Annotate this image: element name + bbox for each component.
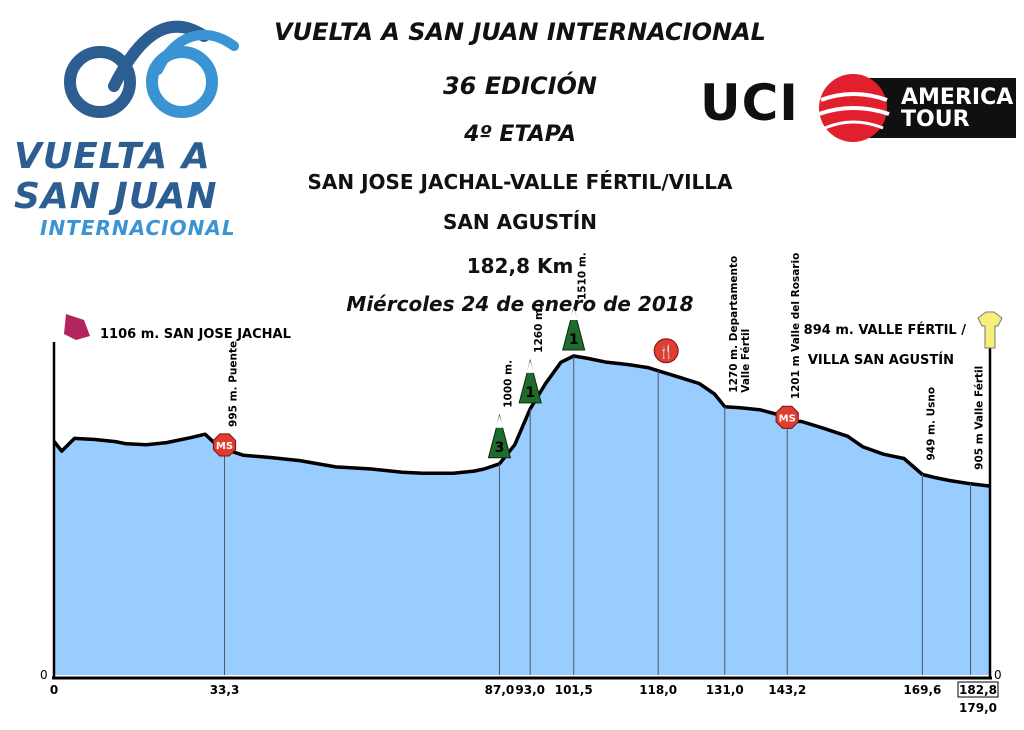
sprint-icon-label: MS (216, 441, 233, 452)
race-stage: 4º ETAPA (464, 122, 576, 147)
x-tick-label: 179,0 (959, 701, 997, 715)
x-tick-label: 182,8 (959, 683, 997, 697)
x-tick-label: 101,5 (555, 683, 593, 697)
race-logo: VUELTA A SAN JUAN INTERNACIONAL (14, 16, 254, 240)
marker-label: 1270 m. Departamento (728, 256, 740, 393)
marker-label: 949 m. Usno (925, 387, 937, 461)
race-route-line2: SAN AGUSTÍN (443, 210, 597, 234)
finish-jersey-icon (977, 311, 1003, 349)
climb-icon (562, 306, 586, 351)
uci-globe-icon (818, 74, 890, 142)
feed-zone-icon-glyph: 🍴 (658, 344, 674, 360)
climb-icon (518, 358, 542, 404)
x-tick-label: 118,0 (639, 683, 677, 697)
race-distance: 182,8 Km (466, 254, 574, 278)
race-edition: 36 EDICIÓN (442, 72, 598, 100)
sprint-icon-label: MS (779, 413, 796, 424)
marker-label: 1000 m. (502, 360, 514, 408)
race-logo-line1: VUELTA A (14, 136, 211, 177)
y-axis-zero-label-right: 0 (994, 668, 1002, 682)
x-tick-label: 131,0 (706, 683, 744, 697)
race-title: VUELTA A SAN JUAN INTERNACIONAL (274, 18, 766, 46)
x-tick-label: 87,0 (485, 683, 515, 697)
marker-label: 995 m. Puente (228, 341, 240, 427)
x-tick-label: 33,3 (210, 683, 240, 697)
sprint-icon (775, 405, 799, 429)
start-flag-icon (64, 314, 90, 340)
marker-label-line2: Valle Fértil (740, 329, 752, 393)
climb-icon (487, 413, 512, 459)
finish-label-line2: VILLA SAN AGUSTÍN (808, 352, 954, 368)
climb-category-label: 1 (569, 332, 579, 348)
start-label: 1106 m. SAN JOSE JACHAL (100, 327, 291, 342)
marker-label: 1201 m Valle del Rosario (790, 253, 802, 400)
climb-icon-snow (495, 415, 504, 428)
y-axis-zero-label: 0 (40, 668, 48, 682)
x-tick-label: 93,0 (515, 683, 545, 697)
race-logo-line3: INTERNACIONAL (40, 216, 236, 240)
uci-tour-box: AMERICA TOUR (865, 78, 1016, 138)
marker-label: 905 m Valle Fértil (974, 366, 986, 470)
uci-tour-line2: TOUR (901, 107, 970, 132)
marker-label: 1260 m. (533, 305, 545, 353)
profile-line (52, 354, 991, 488)
climb-icon-snow (526, 360, 535, 373)
climb-icon-snow (569, 308, 578, 321)
uci-tour-line1: AMERICA (901, 85, 1014, 110)
cyclist-swirl-icon (64, 20, 239, 118)
climb-category-label: 1 (525, 385, 535, 401)
race-date: Miércoles 24 de enero de 2018 (346, 292, 694, 316)
sprint-icon (212, 433, 237, 457)
uci-logo-text: UCI (700, 74, 799, 132)
profile-area (54, 356, 990, 675)
race-logo-line2: SAN JUAN (14, 176, 218, 217)
marker-label: 1510 m. (577, 252, 589, 300)
uci-america-tour-logo: UCI AMERICA TOUR (700, 70, 1016, 142)
x-tick-box (957, 681, 999, 698)
feed-zone-icon (653, 338, 679, 364)
climb-category-label: 3 (495, 440, 505, 456)
x-tick-label: 0 (50, 683, 58, 697)
race-route-line1: SAN JOSE JACHAL-VALLE FÉRTIL/VILLA (307, 170, 733, 194)
x-tick-label: 143,2 (768, 683, 806, 697)
finish-label-line1: 894 m. VALLE FÉRTIL / (804, 322, 967, 338)
x-tick-label: 169,6 (903, 683, 941, 697)
